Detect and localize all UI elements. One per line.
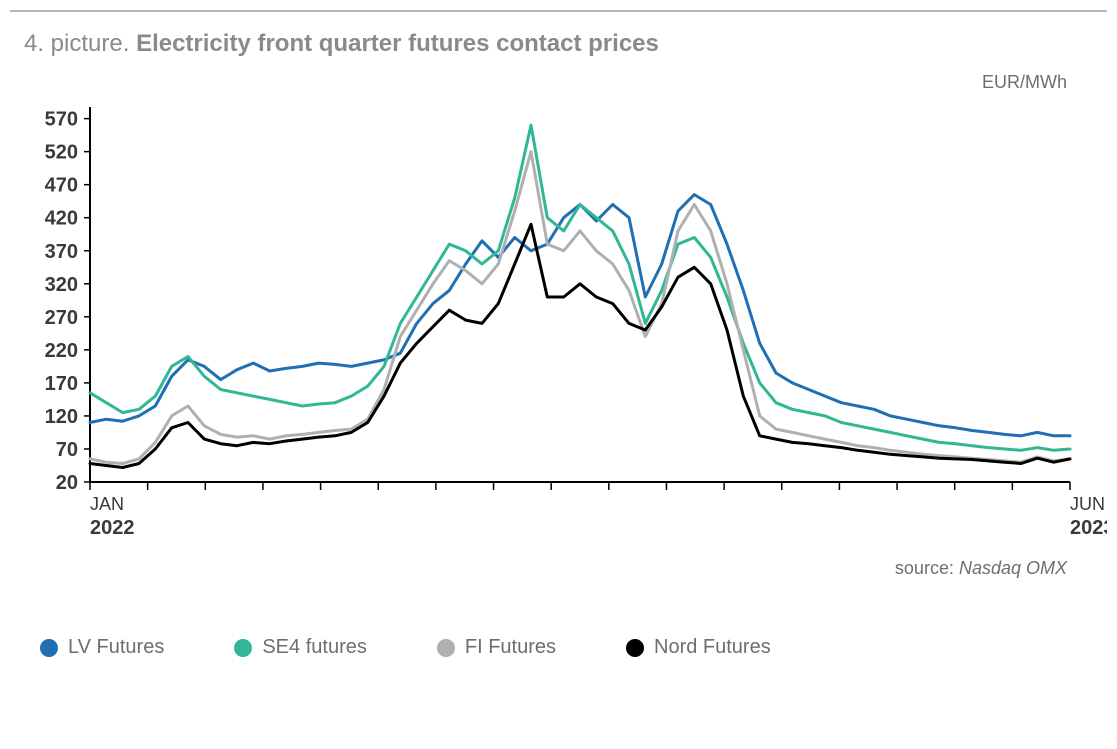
source-line: source: Nasdaq OMX xyxy=(10,552,1107,579)
svg-text:120: 120 xyxy=(45,406,78,428)
svg-text:270: 270 xyxy=(45,307,78,329)
legend-marker-icon xyxy=(234,639,252,657)
legend-marker-icon xyxy=(626,639,644,657)
legend-item: Nord Futures xyxy=(626,636,771,659)
y-axis-unit: EUR/MWh xyxy=(982,72,1067,93)
legend-item: SE4 futures xyxy=(234,636,367,659)
svg-text:JAN: JAN xyxy=(90,494,124,514)
svg-text:220: 220 xyxy=(45,340,78,362)
legend-marker-icon xyxy=(437,639,455,657)
title-prefix: 4. picture. xyxy=(24,30,136,57)
legend: LV Futures SE4 futures FI Futures Nord Futu… xyxy=(10,612,1107,677)
legend-item: FI Futures xyxy=(437,636,556,659)
chart-area: EUR/MWh 20 70 120 170 220 270 320 370 420 470 520 5… xyxy=(10,72,1107,612)
series-line xyxy=(90,152,1070,464)
svg-text:470: 470 xyxy=(45,175,78,197)
svg-text:420: 420 xyxy=(45,208,78,230)
figure-container: 4. picture. Electricity front quarter fu… xyxy=(10,10,1107,677)
figure-title: 4. picture. Electricity front quarter fu… xyxy=(10,30,1107,72)
title-main: Electricity front quarter futures contac… xyxy=(136,30,659,57)
svg-text:JUN: JUN xyxy=(1070,494,1105,514)
svg-text:170: 170 xyxy=(45,373,78,395)
series-line xyxy=(90,224,1070,467)
line-chart: 20 70 120 170 220 270 320 370 420 470 520 570 JAN 202… xyxy=(10,72,1107,552)
legend-label: FI Futures xyxy=(465,636,556,659)
legend-label: Nord Futures xyxy=(654,636,771,659)
svg-text:570: 570 xyxy=(45,109,78,131)
svg-text:320: 320 xyxy=(45,274,78,296)
legend-label: SE4 futures xyxy=(262,636,367,659)
source-prefix: source: xyxy=(895,558,959,578)
svg-text:2023: 2023 xyxy=(1070,517,1107,539)
legend-label: LV Futures xyxy=(68,636,164,659)
svg-text:370: 370 xyxy=(45,241,78,263)
svg-text:2022: 2022 xyxy=(90,517,135,539)
legend-item: LV Futures xyxy=(40,636,164,659)
legend-marker-icon xyxy=(40,639,58,657)
source-name: Nasdaq OMX xyxy=(959,558,1067,578)
svg-text:70: 70 xyxy=(56,439,78,461)
svg-text:20: 20 xyxy=(56,472,78,494)
svg-text:520: 520 xyxy=(45,142,78,164)
series-line xyxy=(90,125,1070,450)
